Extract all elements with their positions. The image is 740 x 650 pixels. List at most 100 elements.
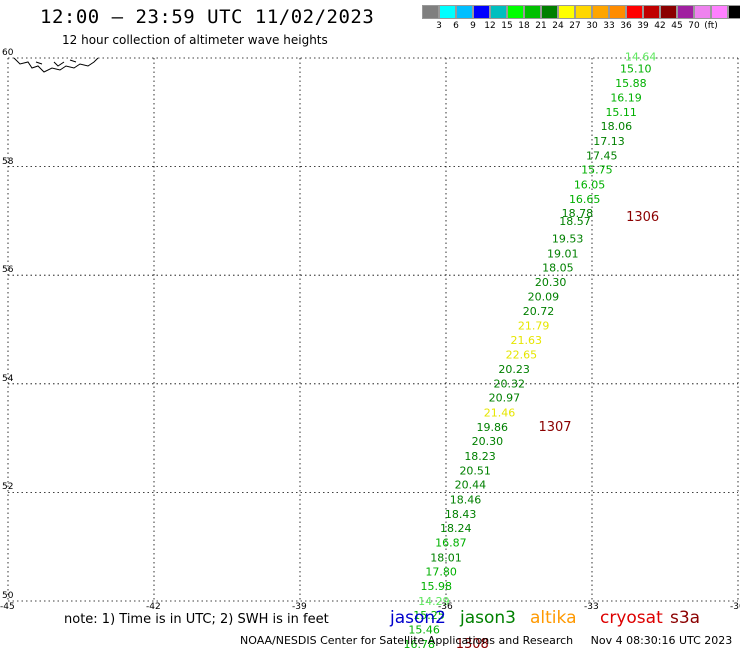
swh-value-label: 18.05 [542,261,574,274]
color-scale-box [524,5,541,19]
color-scale-box [473,5,490,19]
color-scale-box [541,5,558,19]
color-scale-box [677,5,694,19]
latitude-label: 50 [2,591,14,601]
swh-value-label: 20.30 [472,435,504,448]
latitude-label: 58 [2,156,14,167]
legend-item-jason3: jason3 [460,608,516,628]
color-scale-labels: 3 6 9 12 15 18 21 24 27 30 33 36 39 42 45 70 (ft) [422,21,740,33]
color-scale-tick: 6 [453,21,459,31]
swh-value-label: 20.72 [523,305,555,318]
swh-value-label: 15.75 [581,164,613,177]
graticule [7,57,739,602]
color-scale-tick: 39 [637,21,649,31]
longitude-label: -36 [438,602,453,612]
swh-value-label: 20.51 [459,464,491,477]
swh-value-label: 19.86 [476,421,508,434]
swh-value-label: 20.97 [489,392,521,405]
swh-value-label: 14.64 [625,51,657,64]
swh-value-label: 16.87 [435,537,467,550]
swh-value-label: 18.01 [430,551,462,564]
color-scale-tick: 12 [484,21,496,31]
swh-value-label: 14.29 [418,595,450,608]
coastline-greenland-detail [35,59,77,67]
longitude-label: -30 [730,602,740,612]
color-scale-tick: (ft) [704,21,718,31]
swh-value-label: 16.19 [610,91,642,104]
legend-item-s3a: s3a [670,608,701,628]
color-scale-box [575,5,592,19]
chart-title: 12:00 – 23:59 UTC 11/02/2023 [40,6,375,28]
latitude-label: 60 [2,48,14,58]
color-scale-box [422,5,439,19]
swh-value-label: 15.88 [615,77,647,90]
swh-value-label: 18.43 [445,508,477,521]
pass-labels: 1306130713081309 [456,210,659,650]
swh-value-label: 18.24 [440,522,472,535]
color-scale-box [711,5,728,19]
color-scale-box [626,5,643,19]
color-scale-box [694,5,711,19]
color-scale-box [728,5,740,19]
longitude-label: -42 [146,602,161,612]
swh-value-label: 18.57 [559,215,591,228]
coastline-greenland [13,57,99,73]
color-scale-box [643,5,660,19]
color-scale-tick: 9 [470,21,476,31]
color-scale-tick: 3 [436,21,442,31]
swh-value-label: 15.25 [413,609,445,622]
color-scale-tick: 15 [501,21,513,31]
legend-item-jason2: jason2 [390,608,446,628]
swh-value-label: 20.32 [494,378,526,391]
color-scale-box [592,5,609,19]
swh-value-label: 18.23 [464,450,496,463]
latitude-label: 52 [2,482,14,493]
color-scale-box [456,5,473,19]
longitude-label: -45 [0,602,15,612]
swh-value-label: 17.13 [593,135,625,148]
swh-value-label: 15.46 [408,624,440,637]
color-scale-tick: 70 [688,21,700,31]
note-text: note: 1) Time is in UTC; 2) SWH is in fe… [64,612,329,627]
map-panel: 14.64 15.10 15.88 16.19 15.11 18.06 17.13 17.45… [7,51,739,650]
color-scale-box [490,5,507,19]
swh-value-label: 15.10 [620,63,652,76]
swh-value-label: 21.79 [518,320,550,333]
color-scale-tick: 45 [671,21,683,31]
swh-value-label: 20.30 [535,276,567,289]
color-scale-tick: 33 [603,21,615,31]
swh-value-label: 20.09 [528,291,560,304]
swh-value-label: 15.98 [421,580,453,593]
swh-value-label: 19.53 [552,233,584,246]
color-scale-box [507,5,524,19]
footer-timestamp: Nov 4 08:30:16 UTC 2023 [590,634,733,647]
swh-value-label: 21.63 [511,334,543,347]
swh-value-label: 18.46 [450,493,482,506]
chart-subtitle: 12 hour collection of altimeter wave hei… [62,33,328,47]
swh-value-label: 22.65 [506,348,538,361]
color-scale-tick: 21 [535,21,547,31]
pass-number-label: 1308 [456,637,489,650]
legend-item-cryosat: cryosat [600,608,663,628]
legend-item-altika: altika [530,608,577,628]
color-scale-box [439,5,456,19]
swh-value-label: 19.01 [547,247,579,260]
longitude-label: -33 [584,602,599,612]
pass-number-label: 1307 [538,420,571,435]
swh-value-label: 21.46 [484,406,516,419]
color-scale-tick: 27 [569,21,581,31]
color-scale-box [558,5,575,19]
footer: NOAA/NESDIS Center for Satellite Applica… [240,634,732,647]
color-scale-tick: 18 [518,21,530,31]
color-scale-tick: 36 [620,21,632,31]
swh-value-label: 17.45 [586,150,618,163]
color-scale-tick: 24 [552,21,564,31]
pass-number-label: 1306 [626,210,659,225]
swh-value-label: 18.06 [601,120,633,133]
color-scale-box [609,5,626,19]
color-scale-tick: 42 [654,21,666,31]
color-scale-boxes [422,5,740,19]
latitude-label: 54 [2,373,14,384]
